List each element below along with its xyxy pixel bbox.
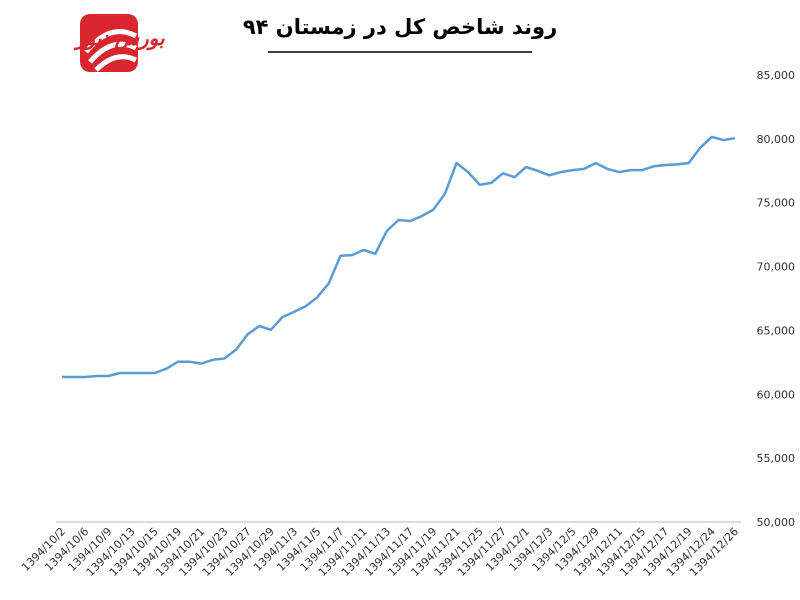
y-tick-label: 85,000	[757, 69, 796, 82]
y-tick-label: 60,000	[757, 388, 796, 401]
line-series	[62, 135, 736, 379]
chart-title: روند شاخص کل در زمستان ۹۴	[243, 15, 557, 39]
y-tick-label: 55,000	[757, 452, 796, 465]
logo-stripe	[88, 41, 138, 64]
y-tick-label: 65,000	[757, 324, 796, 337]
logo-text: بورس نیوز	[73, 26, 165, 51]
logo-mark	[80, 14, 138, 72]
logo-stripe	[84, 29, 138, 54]
y-tick-label: 75,000	[757, 197, 796, 210]
y-tick-label: 70,000	[757, 261, 796, 274]
y-tick-label: 80,000	[757, 133, 796, 146]
y-tick-label: 50,000	[757, 516, 796, 529]
logo-stripe	[94, 54, 138, 72]
